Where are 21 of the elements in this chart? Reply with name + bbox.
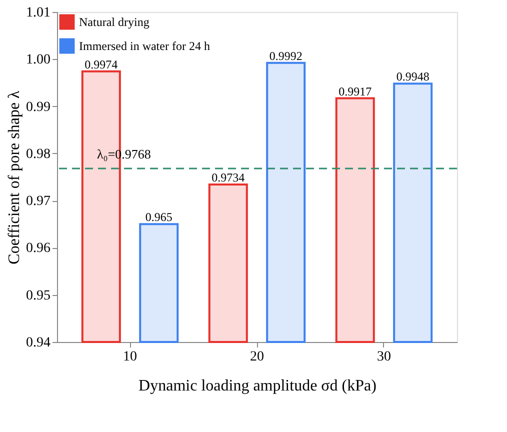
y-tick-label: 0.99 — [26, 100, 50, 115]
y-tick-label: 0.98 — [26, 146, 50, 162]
data-label: 0.9917 — [338, 84, 372, 98]
y-tick-label: 1.01 — [26, 6, 50, 20]
y-tick-label: 0.97 — [26, 194, 50, 210]
y-tick-label: 1.00 — [26, 52, 50, 68]
y-tick-label: 0.94 — [26, 336, 50, 350]
y-tick-label: 0.95 — [26, 288, 50, 304]
data-label: 0.9992 — [269, 48, 302, 63]
x-tick-label: 30 — [376, 350, 391, 364]
legend-label: Immersed in water for 24 h — [79, 39, 210, 53]
data-label: 0.965 — [145, 210, 172, 224]
data-label: 0.9734 — [212, 170, 245, 185]
data-label: 0.9974 — [84, 57, 118, 72]
y-axis-title: Coefficient of pore shape λ — [6, 90, 23, 264]
legend-label: Natural drying — [79, 15, 150, 29]
x-axis-title: Dynamic loading amplitude σd (kPa) — [138, 378, 376, 394]
x-tick-label: 20 — [250, 350, 264, 364]
x-tick-label: 10 — [123, 350, 138, 364]
y-tick-label: 0.96 — [26, 241, 50, 256]
data-label: 0.9948 — [396, 70, 430, 84]
